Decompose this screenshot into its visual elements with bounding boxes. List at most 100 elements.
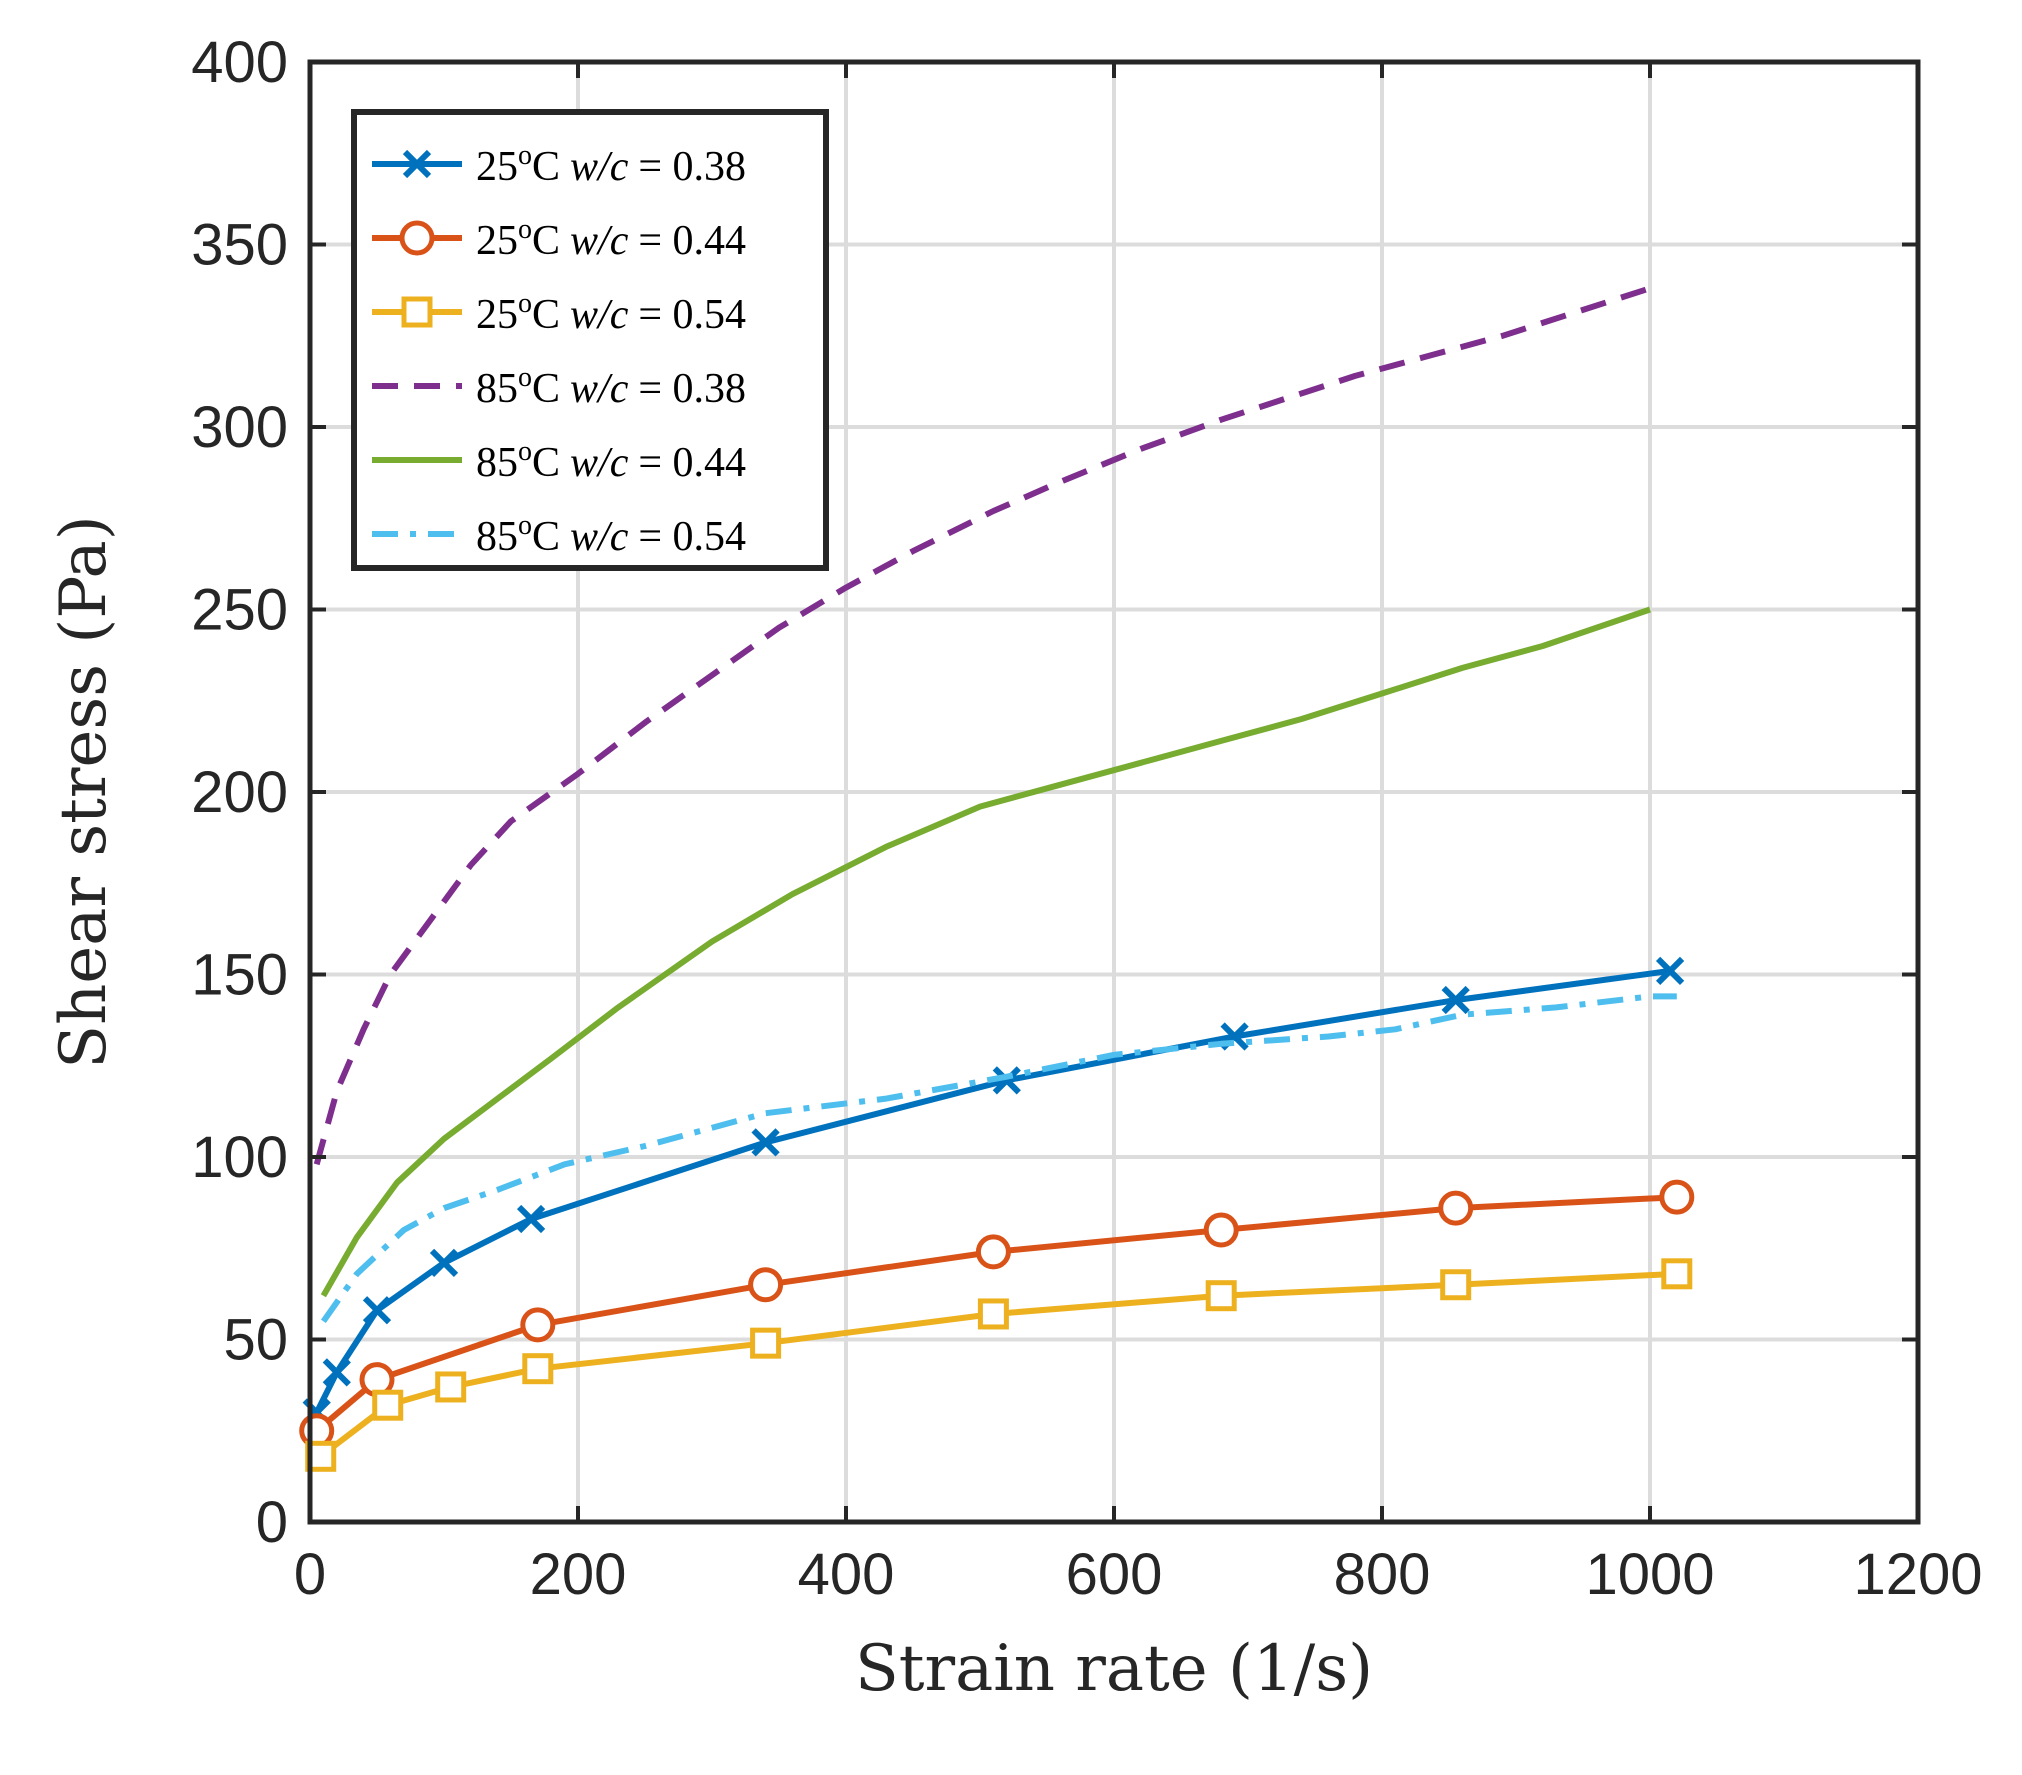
data-point — [362, 1296, 392, 1325]
marker-stroke — [992, 1066, 1021, 1095]
legend-wc: w/c — [570, 440, 629, 486]
legend-unit: C — [532, 366, 560, 412]
x-tick-label: 200 — [530, 1542, 627, 1607]
y-tick-label: 100 — [191, 1125, 288, 1190]
y-tick-label: 0 — [256, 1490, 288, 1555]
series-4 — [313, 285, 1651, 1166]
series-6 — [320, 993, 1677, 1324]
marker-stroke — [516, 1204, 546, 1234]
data-point — [975, 1234, 1011, 1270]
legend-value: = 0.44 — [638, 218, 746, 264]
y-tick-label: 400 — [191, 30, 288, 95]
legend-unit: C — [532, 292, 560, 338]
series-3 — [305, 1258, 1693, 1472]
legend-temp: 85 — [476, 514, 518, 560]
legend-temp: 25 — [476, 292, 518, 338]
legend-marker — [399, 220, 435, 256]
marker-stroke — [1655, 956, 1685, 985]
x-tick-label: 800 — [1334, 1542, 1431, 1607]
legend-value: = 0.54 — [638, 292, 746, 338]
y-tick-label: 200 — [191, 760, 288, 825]
legend-degree: o — [518, 288, 532, 319]
x-tick-label: 1000 — [1585, 1542, 1714, 1607]
legend-wc: w/c — [570, 514, 629, 560]
series-line — [320, 606, 1651, 1298]
data-point — [1205, 1280, 1237, 1312]
legend-item: 25oC w/c = 0.38 — [372, 140, 746, 190]
legend-temp: 25 — [476, 218, 518, 264]
data-point — [1438, 1190, 1474, 1226]
data-point — [751, 1128, 780, 1157]
y-tick-label: 350 — [191, 213, 288, 278]
legend-temp: 85 — [476, 366, 518, 412]
legend-degree: o — [518, 510, 532, 541]
legend-label: 25oC w/c = 0.54 — [476, 288, 746, 338]
marker-stroke — [429, 1248, 459, 1277]
legend-degree: o — [518, 140, 532, 171]
data-point — [429, 1248, 459, 1277]
x-tick-label: 400 — [798, 1542, 895, 1607]
legend-wc: w/c — [570, 144, 629, 190]
data-point — [522, 1353, 554, 1385]
data-point — [520, 1307, 556, 1343]
legend-item: 85oC w/c = 0.54 — [372, 510, 746, 560]
legend-marker — [401, 296, 433, 328]
legend-wc: w/c — [570, 218, 629, 264]
legend-unit: C — [532, 218, 560, 264]
legend-unit: C — [532, 514, 560, 560]
data-point — [992, 1066, 1021, 1095]
legend-unit: C — [532, 144, 560, 190]
data-point — [1655, 956, 1685, 985]
marker-stroke — [751, 1128, 780, 1157]
data-point — [322, 1358, 351, 1387]
legend-degree: o — [518, 214, 532, 245]
series-line — [313, 285, 1651, 1166]
data-point — [1659, 1179, 1695, 1215]
legend-temp: 85 — [476, 440, 518, 486]
legend-value: = 0.54 — [638, 514, 746, 560]
data-point — [977, 1298, 1009, 1330]
legend-temp: 25 — [476, 144, 518, 190]
data-point — [1661, 1258, 1693, 1290]
legend-wc: w/c — [570, 366, 629, 412]
data-point — [372, 1389, 404, 1421]
x-tick-label: 1200 — [1853, 1542, 1982, 1607]
data-point — [1203, 1212, 1239, 1248]
legend-label: 85oC w/c = 0.38 — [476, 362, 746, 412]
legend-label: 85oC w/c = 0.44 — [476, 436, 746, 486]
data-point — [1441, 985, 1470, 1015]
legend-box — [351, 109, 829, 571]
data-point — [435, 1371, 467, 1403]
data-point — [516, 1204, 546, 1234]
legend-wc: w/c — [570, 292, 629, 338]
legend-degree: o — [518, 436, 532, 467]
series-5 — [320, 606, 1651, 1298]
y-tick-label: 50 — [223, 1308, 288, 1373]
legend-label: 85oC w/c = 0.54 — [476, 510, 746, 560]
series-2 — [299, 1179, 1695, 1449]
series-line — [314, 967, 1671, 1414]
x-tick-label: 600 — [1066, 1542, 1163, 1607]
legend-label: 25oC w/c = 0.44 — [476, 214, 746, 264]
y-tick-label: 150 — [191, 943, 288, 1008]
legend-marker — [402, 149, 432, 179]
series-line — [314, 1194, 1677, 1434]
marker-stroke — [1441, 985, 1470, 1015]
series-layer — [299, 285, 1695, 1472]
legend-degree: o — [518, 362, 532, 393]
data-point — [750, 1327, 782, 1359]
x-tick-label: 0 — [294, 1542, 326, 1607]
legend-item: 25oC w/c = 0.54 — [372, 288, 746, 338]
y-tick-label: 250 — [191, 578, 288, 643]
marker-stroke — [362, 1296, 392, 1325]
y-axis-label: Shear stress (Pa) — [47, 515, 121, 1068]
series-line — [320, 993, 1677, 1324]
marker-stroke — [322, 1358, 351, 1387]
legend-value: = 0.38 — [638, 366, 746, 412]
legend-label: 25oC w/c = 0.38 — [476, 140, 746, 190]
legend-unit: C — [532, 440, 560, 486]
data-point — [748, 1267, 784, 1303]
